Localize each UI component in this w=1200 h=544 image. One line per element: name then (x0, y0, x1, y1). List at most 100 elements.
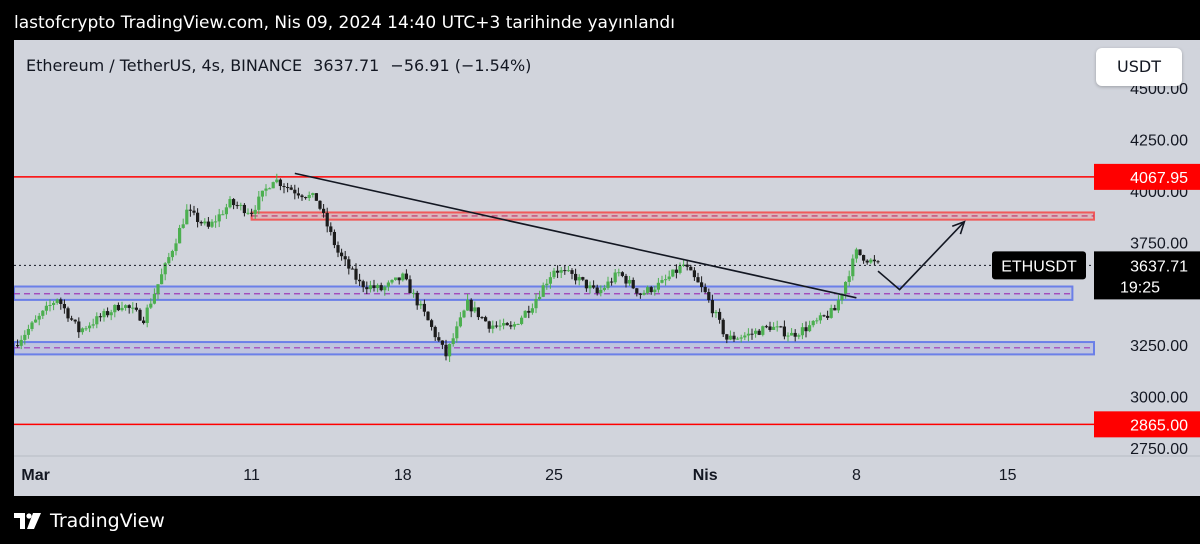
candle-down (286, 187, 290, 189)
candle-down (718, 311, 722, 320)
candle-up (52, 302, 56, 305)
candle-up (498, 325, 502, 327)
candle-up (275, 179, 279, 183)
y-tick-label: 3000.00 (1130, 390, 1188, 407)
candle-down (595, 287, 599, 294)
candle-down (235, 205, 239, 207)
candle-down (296, 193, 300, 196)
x-tick-label: Nis (693, 467, 718, 484)
candle-up (88, 325, 92, 329)
candle-up (311, 193, 315, 195)
candle-down (480, 317, 484, 319)
candle-down (314, 193, 318, 201)
candle-up (836, 300, 840, 311)
candle-down (696, 277, 700, 283)
candle-down (804, 327, 808, 332)
candle-up (844, 281, 848, 294)
candle-up (516, 323, 520, 325)
candle-up (124, 305, 128, 308)
candle-up (800, 327, 804, 336)
candle-down (232, 199, 236, 206)
candle-up (203, 221, 207, 224)
candle-up (228, 199, 232, 208)
candle-down (750, 333, 754, 335)
candle-up (728, 335, 732, 340)
candle-up (599, 289, 603, 294)
candle-up (30, 322, 34, 329)
candle-up (602, 287, 606, 290)
candle-down (336, 245, 340, 253)
candle-down (635, 288, 639, 294)
candle-down (250, 212, 254, 214)
candle-down (764, 326, 768, 328)
candle-down (768, 326, 772, 330)
candle-up (149, 303, 153, 308)
candle-up (775, 326, 779, 328)
candle-down (570, 270, 574, 274)
candle-up (534, 299, 538, 309)
currency-button[interactable]: USDT (1096, 48, 1182, 86)
candle-up (448, 344, 452, 357)
candle-up (80, 328, 84, 333)
candle-down (426, 311, 430, 321)
candle-down (116, 304, 120, 311)
candle-up (548, 277, 552, 284)
candle-up (577, 277, 581, 281)
level-price-label: 4067.95 (1130, 170, 1188, 187)
candle-down (142, 320, 146, 324)
candle-up (682, 264, 686, 266)
candle-up (95, 316, 99, 325)
candle-up (566, 270, 570, 272)
candle-up (376, 285, 380, 289)
candle-up (818, 315, 822, 321)
candle-down (649, 287, 653, 293)
candle-down (188, 209, 192, 211)
candle-up (419, 303, 423, 306)
candle-up (37, 315, 41, 320)
candle-down (782, 326, 786, 337)
candle-up (221, 214, 225, 216)
candle-up (541, 285, 545, 297)
last-price-tag (1094, 251, 1200, 300)
x-tick-label: 8 (852, 467, 861, 484)
last-price-label: 3637.71 (1130, 258, 1188, 275)
candle-down (66, 308, 70, 319)
candle-up (790, 332, 794, 336)
candle-down (563, 270, 567, 272)
x-tick-label: 11 (243, 467, 260, 484)
x-tick-label: 15 (999, 467, 1017, 484)
candle-down (581, 277, 585, 280)
chart-area[interactable]: 4500.00 4250.00 4000.00 3750.00 3250.00 3000.… (14, 40, 1200, 496)
y-tick-label: 3750.00 (1130, 235, 1188, 252)
candle-down (196, 212, 200, 222)
candle-up (170, 251, 174, 258)
candle-up (678, 265, 682, 273)
candle-up (736, 338, 740, 340)
candle-down (379, 285, 383, 291)
candle-down (556, 270, 560, 273)
candle-down (822, 315, 826, 317)
candle-down (289, 187, 293, 190)
candle-down (278, 179, 282, 187)
candle-up (163, 263, 167, 275)
projection-arrowhead (951, 220, 966, 235)
candle-up (559, 270, 563, 273)
candle-up (538, 296, 542, 300)
candle-up (746, 333, 750, 336)
candle-up (552, 270, 556, 278)
bar-countdown-label: 19:25 (1120, 279, 1160, 296)
candle-up (217, 214, 221, 222)
candle-up (466, 299, 470, 311)
candle-up (131, 307, 135, 309)
price-chart[interactable]: 4500.004250.004000.003750.003250.003000.… (14, 40, 1200, 496)
candle-down (127, 305, 131, 308)
candle-down (710, 300, 714, 314)
candle-up (48, 304, 52, 306)
candle-down (509, 325, 513, 327)
candle-up (797, 335, 801, 337)
projection-path (877, 221, 965, 291)
candle-down (106, 311, 110, 316)
candle-up (502, 323, 506, 326)
candle-down (624, 275, 628, 284)
candle-down (707, 292, 711, 301)
